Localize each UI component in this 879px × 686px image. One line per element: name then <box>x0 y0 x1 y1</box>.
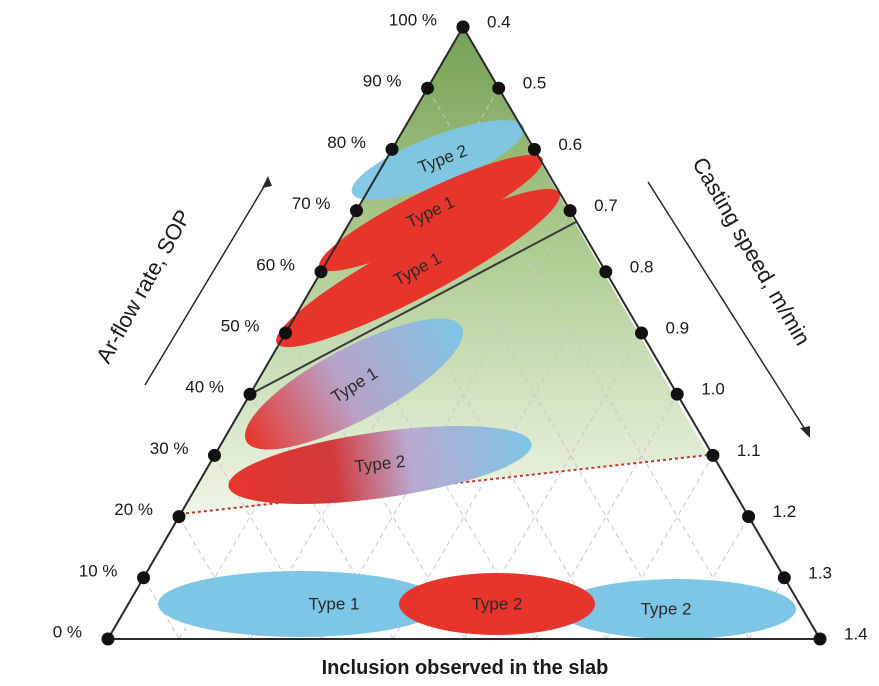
grid-line <box>321 210 571 640</box>
tick-dot <box>599 265 613 279</box>
tick-label: 0.4 <box>487 12 511 31</box>
right-axis-arrow <box>647 181 810 438</box>
tick-dot <box>706 448 720 462</box>
tick-dot <box>492 81 506 95</box>
tick-dot <box>527 142 541 156</box>
tick-label: 20 % <box>114 500 153 519</box>
tick-dot <box>208 448 221 462</box>
right-axis-ticks: 0.4 0.5 0.6 0.7 0.8 0.9 1.0 1.1 1.2 1.3 1.4 <box>456 12 868 646</box>
left-axis-ticks: 0 % 10 % 20 % 30 % 40 % 50 % 60 % 70 % 80 % 90 % 1… <box>53 10 470 646</box>
region-type1-c: Type 1 <box>244 318 464 450</box>
tick-label: 1.2 <box>773 502 797 521</box>
tick-dot <box>456 20 470 34</box>
tick-dot <box>742 510 756 524</box>
region-type1-b: Type 1 <box>276 188 560 348</box>
tick-label: 80 % <box>327 133 366 152</box>
tick-dot <box>137 571 150 585</box>
tick-dot <box>243 387 257 401</box>
right-axis-title: Casting speed, m/min <box>687 153 815 350</box>
tick-label: 0.8 <box>630 257 654 276</box>
tick-dot <box>563 204 577 218</box>
tick-label: 60 % <box>256 255 295 274</box>
grid-line <box>178 516 251 640</box>
region-type1-bottom: Type 1 <box>158 571 442 637</box>
tick-dot <box>314 265 328 279</box>
tick-label: 0.9 <box>666 318 690 337</box>
tick-label: 0.5 <box>523 74 547 93</box>
bottom-axis-title: Inclusion observed in the slab <box>322 657 609 679</box>
region-label: Type 1 <box>308 594 359 613</box>
tick-label: 50 % <box>221 316 260 335</box>
tick-dot <box>670 387 684 401</box>
grid-line <box>677 516 750 640</box>
tick-label: 40 % <box>185 378 224 397</box>
tick-label: 0 % <box>53 622 82 641</box>
tick-dot <box>350 204 363 218</box>
tick-dot <box>813 632 827 646</box>
tick-label: 0.7 <box>594 196 618 215</box>
tick-label: 1.4 <box>844 624 868 643</box>
region-type2-bottom-right: Type 2 <box>558 579 796 639</box>
boundary-line-dark <box>246 221 577 397</box>
tick-label: 100 % <box>389 10 437 29</box>
tick-dot <box>279 326 292 340</box>
region-label: Type 2 <box>640 599 691 618</box>
tick-label: 70 % <box>292 194 331 213</box>
grid-line <box>143 577 180 640</box>
region-type2-top: Type 2 <box>351 120 525 200</box>
grid-line <box>320 271 536 640</box>
region-label: Type 2 <box>471 594 522 613</box>
grid-line <box>356 210 607 640</box>
tick-dot <box>172 510 186 524</box>
tick-label: 0.6 <box>558 135 582 154</box>
tick-label: 90 % <box>363 72 402 91</box>
region-type2-bottom-center: Type 2 <box>399 573 595 635</box>
tick-dot <box>777 571 791 585</box>
tick-label: 1.0 <box>701 380 725 399</box>
tick-label: 1.1 <box>737 441 761 460</box>
tick-dot <box>101 632 115 646</box>
left-axis-title: Ar-flow rate, SOP <box>91 205 196 367</box>
tick-label: 10 % <box>79 561 118 580</box>
left-axis-arrow <box>144 176 272 386</box>
region-type2-mid: Type 2 <box>228 425 532 505</box>
tick-dot <box>421 81 434 95</box>
tick-label: 1.3 <box>808 563 832 582</box>
tick-dot <box>635 326 648 340</box>
tick-label: 30 % <box>150 439 189 458</box>
region-type1-a: Type 1 <box>319 154 543 272</box>
tick-dot <box>385 142 399 156</box>
